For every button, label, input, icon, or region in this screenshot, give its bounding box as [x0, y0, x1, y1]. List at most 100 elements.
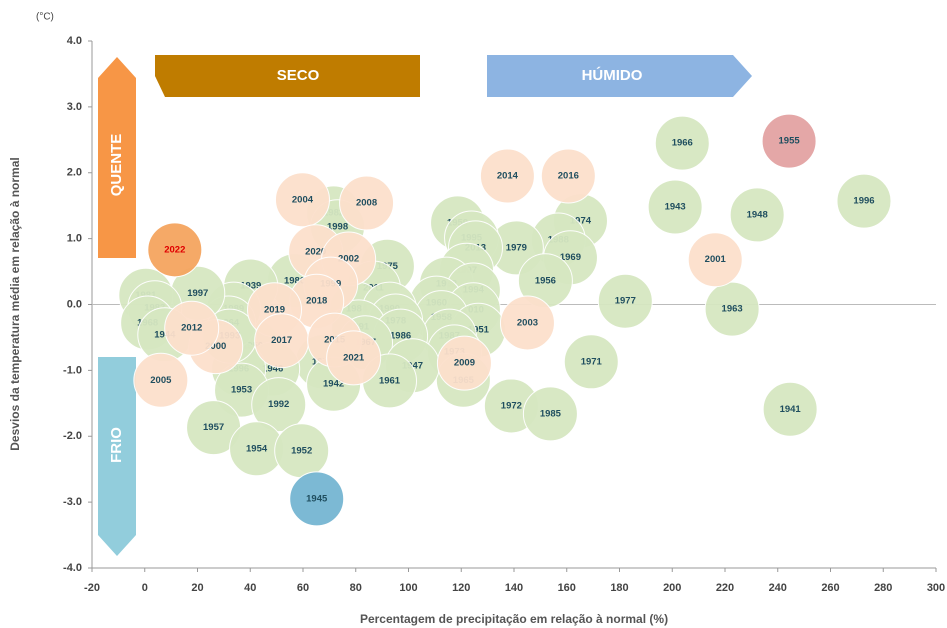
point-label: 1953 — [231, 385, 252, 396]
point-label: 1980 — [284, 275, 305, 286]
x-tick-label: 160 — [558, 582, 576, 594]
point-label: 2004 — [292, 194, 314, 205]
bubble — [339, 175, 395, 231]
point-label: 1974 — [570, 215, 592, 226]
point-label: 1986 — [390, 331, 411, 342]
point-label: 2014 — [497, 171, 519, 182]
point-label: 2003 — [517, 317, 538, 328]
point-label: 2000 — [205, 341, 226, 352]
cold-arrow — [98, 357, 136, 556]
dry-arrow-head — [155, 55, 175, 97]
x-tick-label: 20 — [191, 582, 203, 594]
bubble — [729, 187, 785, 243]
point-label: 1998 — [327, 221, 348, 232]
y-tick-label: 1.0 — [67, 233, 82, 245]
bubble — [704, 281, 760, 337]
point-label: 1952 — [291, 445, 312, 456]
wet-label: HÚMIDO — [582, 66, 643, 84]
y-tick-label: 3.0 — [67, 101, 82, 113]
x-tick-label: 140 — [505, 582, 523, 594]
point-label: 1979 — [506, 242, 527, 253]
x-tick-label: 200 — [663, 582, 681, 594]
point-label: 1972 — [501, 400, 522, 411]
bubble — [522, 386, 578, 442]
point-label: 1961 — [379, 375, 401, 386]
point-label: 1942 — [323, 379, 344, 390]
hot-arrow — [98, 57, 136, 258]
point-label: 1956 — [535, 275, 556, 286]
x-tick-label: 300 — [927, 582, 945, 594]
bubble — [563, 334, 619, 390]
cold-label: FRIO — [108, 427, 125, 463]
bubble — [479, 148, 535, 204]
point-label: 2021 — [343, 352, 365, 363]
x-tick-label: 60 — [297, 582, 309, 594]
point-label: 2012 — [181, 323, 202, 334]
y-tick-label: 4.0 — [67, 35, 82, 47]
dry-label: SECO — [277, 67, 320, 84]
point-label: 2018 — [306, 296, 327, 307]
bubble — [761, 113, 817, 169]
point-label: 2020 — [305, 246, 326, 257]
point-label: 2005 — [150, 375, 172, 386]
point-label: 2001 — [705, 254, 727, 265]
point-label: 2009 — [454, 358, 475, 369]
x-tick-label: 100 — [399, 582, 417, 594]
point-label: 1945 — [306, 493, 328, 504]
y-tick-label: -4.0 — [63, 562, 82, 574]
y-tick-label: 0.0 — [67, 298, 82, 310]
bubble — [762, 381, 818, 437]
bubble — [289, 471, 345, 527]
point-label: 1985 — [540, 408, 562, 419]
point-label: 2019 — [264, 304, 285, 315]
bubble — [147, 222, 203, 278]
point-label: 1971 — [581, 356, 603, 367]
y-tick-label: -1.0 — [63, 364, 82, 376]
bubble — [836, 173, 892, 229]
x-tick-label: 240 — [769, 582, 787, 594]
point-label: 1946 — [262, 364, 283, 375]
point-label: 1996 — [853, 196, 874, 207]
y-tick-label: 2.0 — [67, 167, 82, 179]
x-tick-label: 80 — [350, 582, 362, 594]
unit-label: (°C) — [36, 12, 54, 23]
y-tick-label: -3.0 — [63, 496, 82, 508]
x-tick-label: 40 — [244, 582, 256, 594]
point-label: 1954 — [246, 443, 268, 454]
point-label: 2017 — [271, 335, 292, 346]
point-label: 2002 — [338, 254, 359, 265]
point-label: 1955 — [779, 136, 801, 147]
bubble — [436, 335, 492, 391]
point-label: 1957 — [203, 422, 224, 433]
point-label: 2008 — [356, 198, 377, 209]
x-tick-label: 120 — [452, 582, 470, 594]
point-label: 1997 — [187, 288, 208, 299]
point-label: 1992 — [268, 399, 289, 410]
x-tick-label: 260 — [821, 582, 839, 594]
point-label: 2016 — [558, 171, 579, 182]
point-label: 1943 — [665, 202, 686, 213]
point-label: 1951 — [468, 325, 490, 336]
point-label: 1966 — [672, 138, 693, 149]
point-label: 2022 — [164, 244, 185, 255]
x-tick-label: 0 — [142, 582, 148, 594]
y-tick-label: -2.0 — [63, 430, 82, 442]
bubble — [540, 148, 596, 204]
bubble — [499, 295, 555, 351]
bubble — [654, 115, 710, 171]
bubble — [647, 179, 703, 235]
y-axis-title: Desvios da temperatura média em relação … — [8, 157, 22, 450]
bubble — [164, 300, 220, 356]
point-label: 1941 — [780, 404, 802, 415]
hot-label: QUENTE — [108, 134, 125, 197]
bubble — [274, 172, 330, 228]
wet-arrow — [487, 55, 752, 97]
x-tick-label: 280 — [874, 582, 892, 594]
x-axis-title: Percentagem de precipitação em relação à… — [360, 612, 668, 626]
point-label: 1939 — [240, 281, 261, 292]
point-label: 1977 — [615, 296, 636, 307]
bubble — [251, 377, 307, 433]
point-label: 1969 — [560, 252, 581, 263]
bubble — [687, 232, 743, 288]
